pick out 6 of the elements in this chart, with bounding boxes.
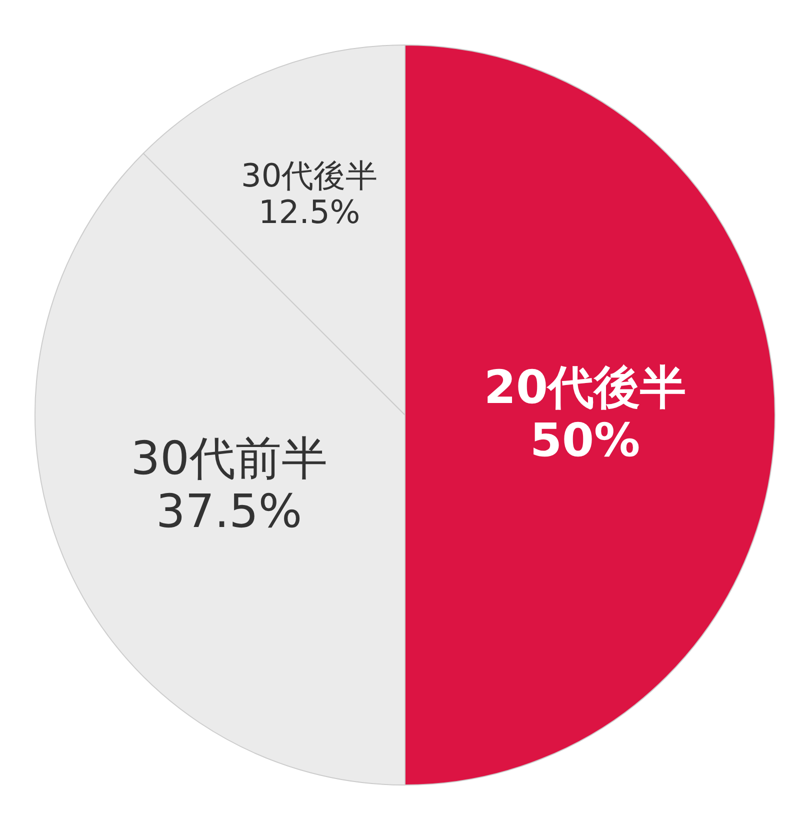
data-label: 50% (530, 413, 640, 467)
data-label: 12.5% (258, 193, 360, 232)
slice-label: 30代前半 (130, 430, 328, 485)
data-label: 37.5% (156, 484, 302, 538)
slice-label: 20代後半 (484, 360, 686, 414)
slice-label: 30代後半 (241, 156, 378, 194)
